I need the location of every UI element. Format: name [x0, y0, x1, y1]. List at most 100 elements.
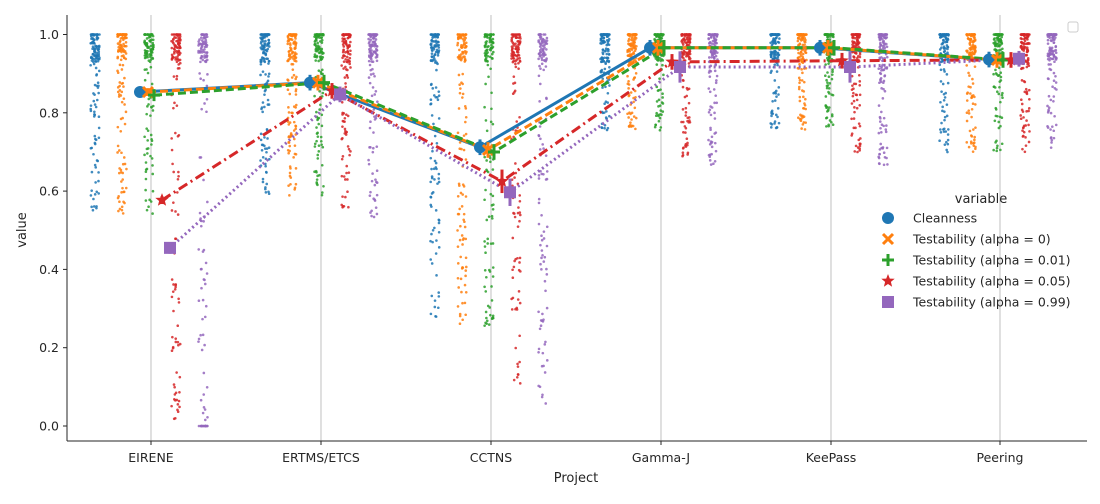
strip-point: [464, 237, 468, 241]
strip-point: [538, 33, 541, 37]
strip-point: [203, 282, 207, 286]
strip-point: [516, 362, 519, 366]
strip-point: [999, 100, 1002, 104]
strip-point: [518, 115, 521, 119]
strip-point: [261, 35, 264, 38]
strip-point: [375, 53, 379, 57]
strip-point: [604, 100, 608, 104]
strip-point: [852, 82, 856, 86]
strip-point: [259, 73, 262, 77]
strip-point: [95, 205, 98, 208]
strip-point: [146, 71, 150, 75]
strip-point: [457, 107, 461, 110]
strip-point: [600, 60, 604, 63]
strip-point: [999, 79, 1003, 82]
strip-point: [460, 205, 464, 208]
strip-point: [540, 62, 544, 66]
strip-point: [854, 126, 857, 130]
strip-point: [264, 187, 267, 191]
strip-point: [541, 143, 545, 146]
strip-point: [368, 146, 371, 149]
strip-point: [797, 76, 801, 80]
strip-point: [120, 45, 124, 48]
strip-point: [430, 294, 434, 298]
strip-point: [1052, 54, 1056, 58]
strip-point: [540, 249, 544, 252]
strip-point: [315, 170, 318, 174]
strip-point: [176, 39, 180, 43]
strip-point: [348, 44, 351, 48]
strip-point: [879, 77, 883, 80]
strip-point: [260, 149, 264, 152]
strip-point: [290, 76, 294, 79]
strip-point: [464, 107, 468, 110]
strip-point: [484, 310, 488, 314]
strip-point: [343, 116, 347, 120]
strip-point: [321, 55, 325, 59]
strip-point: [437, 117, 441, 120]
strip-point: [708, 142, 712, 146]
strip-point: [537, 74, 541, 78]
strip-point: [267, 75, 270, 78]
strip-point: [261, 143, 265, 147]
strip-point: [460, 81, 463, 85]
strip-point: [599, 42, 602, 45]
strip-point: [437, 291, 441, 294]
strip-point: [375, 59, 379, 63]
strip-point: [713, 101, 716, 105]
strip-point: [315, 182, 319, 185]
strip-point: [602, 33, 605, 36]
strip-point: [1020, 102, 1024, 106]
strip-point: [683, 50, 687, 54]
strip-point: [850, 74, 854, 78]
strip-point: [1023, 150, 1027, 154]
strip-point: [93, 193, 97, 196]
data-point: [488, 145, 500, 158]
strip-point: [118, 81, 122, 84]
strip-point: [537, 347, 541, 351]
strip-point: [539, 37, 543, 41]
strip-point: [968, 47, 972, 50]
strip-point: [370, 94, 374, 98]
strip-point: [176, 408, 179, 412]
strip-point: [144, 168, 148, 171]
strip-point: [434, 209, 438, 212]
data-point: [325, 83, 339, 97]
strip-point: [510, 308, 514, 311]
strip-point: [373, 183, 377, 187]
strip-point: [968, 129, 972, 133]
strip-point: [200, 107, 203, 111]
strip-point: [770, 123, 774, 126]
strip-point: [261, 70, 265, 73]
strip-point: [1021, 110, 1025, 113]
strip-point: [518, 199, 522, 203]
strip-point: [970, 33, 974, 36]
strip-point: [263, 89, 267, 93]
strip-point: [770, 69, 773, 73]
strip-point: [883, 74, 887, 77]
strip-point: [545, 306, 549, 310]
strip-point: [289, 132, 293, 135]
strip-point: [119, 170, 123, 174]
strip-point: [205, 272, 209, 275]
strip-point: [608, 65, 611, 69]
strip-point: [607, 37, 611, 41]
strip-point: [456, 245, 460, 248]
strip-point: [345, 171, 348, 175]
strip-point: [859, 137, 862, 140]
strip-point: [946, 150, 949, 154]
strip-point: [199, 333, 202, 337]
strip-point: [601, 52, 605, 56]
strip-point: [489, 35, 492, 38]
data-point: [844, 60, 856, 73]
strip-point: [433, 178, 436, 181]
strip-point: [267, 192, 271, 196]
strip-point: [429, 258, 433, 261]
strip-point: [293, 152, 297, 156]
strip-point: [516, 256, 519, 260]
strip-point: [1028, 130, 1031, 133]
strip-point: [965, 49, 968, 53]
strip-point: [540, 39, 544, 43]
strip-point: [172, 170, 175, 174]
strip-point: [1053, 49, 1056, 53]
